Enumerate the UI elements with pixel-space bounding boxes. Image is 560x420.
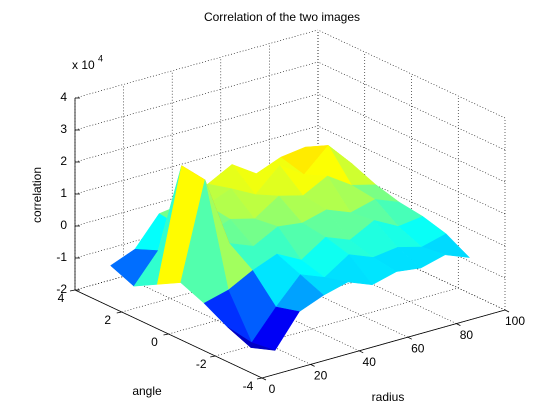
z-tick-label: 3 <box>60 122 67 136</box>
x-axis-label: radius <box>372 390 405 404</box>
z-tick-label: 2 <box>60 154 67 168</box>
y-tick <box>69 289 76 292</box>
z-axis-label: correlation <box>30 167 44 223</box>
x-tick-label: 80 <box>460 328 474 342</box>
z-exponent-base: x 10 <box>72 58 95 72</box>
grid-line <box>74 29 319 99</box>
grid-line <box>74 61 319 131</box>
x-tick-label: 60 <box>411 341 425 355</box>
z-tick-label: -1 <box>56 250 67 264</box>
grid-line <box>74 125 319 195</box>
z-tick-label: 1 <box>60 186 67 200</box>
x-tick <box>407 336 412 340</box>
surface <box>110 144 471 351</box>
y-tick-label: -4 <box>243 379 254 393</box>
y-tick-label: -2 <box>196 357 207 371</box>
x-tick <box>504 309 510 313</box>
x-tick <box>261 377 267 381</box>
x-axis-line <box>261 309 506 379</box>
x-tick-label: 100 <box>505 314 525 328</box>
x-tick <box>359 350 364 354</box>
y-tick <box>116 311 122 314</box>
grid-line <box>74 93 319 163</box>
z-tick-label: 4 <box>60 90 67 104</box>
y-tick <box>163 333 169 336</box>
surface-patch <box>227 326 276 351</box>
z-tick-label: -2 <box>56 282 67 296</box>
chart-title: Correlation of the two images <box>204 10 360 24</box>
y-tick-label: 2 <box>104 313 111 327</box>
x-tick <box>310 364 315 367</box>
y-tick <box>256 377 263 380</box>
x-tick-label: 0 <box>269 382 276 396</box>
y-tick <box>210 355 216 358</box>
y-tick-label: 0 <box>151 335 158 349</box>
z-exponent: 4 <box>98 53 103 63</box>
x-tick-label: 20 <box>314 369 328 383</box>
y-tick-label: 4 <box>58 291 65 305</box>
z-tick-label: 0 <box>60 218 67 232</box>
y-axis-label: angle <box>132 384 162 398</box>
x-tick-label: 40 <box>363 355 377 369</box>
x-tick <box>456 323 461 326</box>
